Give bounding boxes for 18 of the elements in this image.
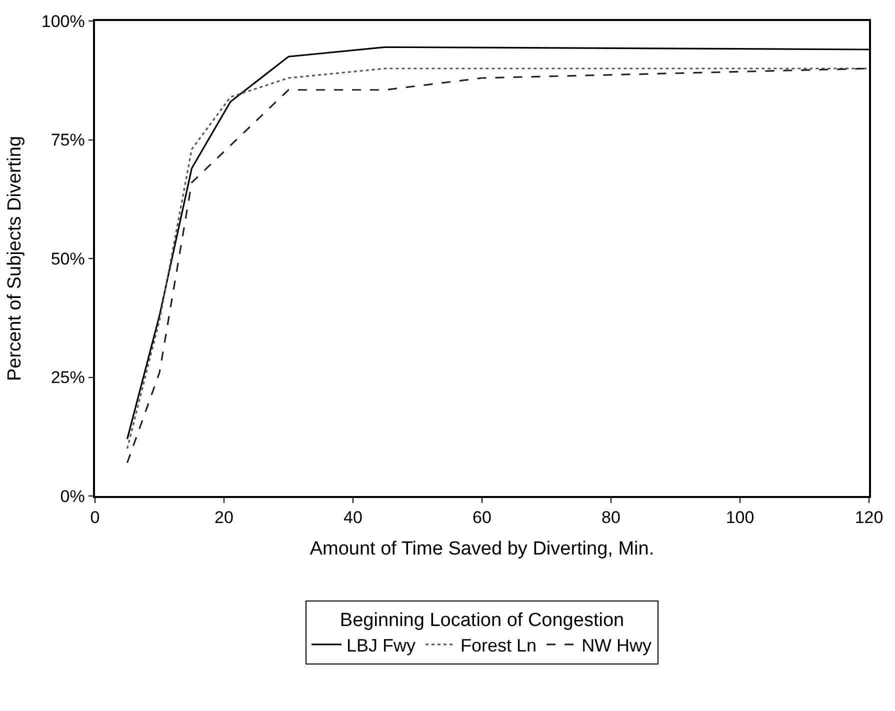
y-tick-label: 75% <box>50 130 85 150</box>
x-tick-label: 100 <box>726 508 754 528</box>
y-tick-label: 100% <box>41 12 85 31</box>
x-tick-label: 40 <box>344 508 362 528</box>
y-tick-label: 25% <box>50 368 85 388</box>
x-tick-label: 120 <box>854 508 884 528</box>
y-tick-label: 0% <box>60 486 85 506</box>
legend-label: Forest Ln <box>460 635 537 656</box>
x-axis-title: Amount of Time Saved by Diverting, Min. <box>310 538 654 560</box>
legend-title: Beginning Location of Congestion <box>340 610 624 632</box>
x-tick-label: 60 <box>472 508 492 528</box>
legend-label: LBJ Fwy <box>346 635 416 656</box>
x-tick-label: 20 <box>214 508 234 528</box>
y-tick-label: 50% <box>50 249 85 268</box>
x-tick-label: 80 <box>602 508 620 528</box>
x-tick-label: 0 <box>90 508 100 528</box>
legend-label: NW Hwy <box>582 635 652 656</box>
y-axis-title: Percent of Subjects Diverting <box>4 136 26 382</box>
